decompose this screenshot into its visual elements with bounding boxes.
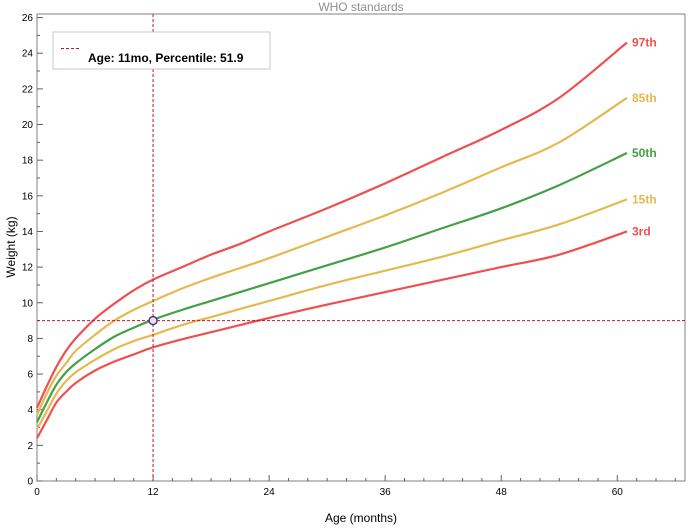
legend-label: Age: 11mo, Percentile: 51.9 — [88, 51, 244, 65]
data-point-marker — [148, 315, 158, 326]
x-axis-label: Age (months) — [325, 511, 397, 525]
series-line-3rd — [36, 230, 628, 439]
y-tick-label: 22 — [22, 84, 34, 95]
series-label-50th: 50th — [632, 146, 657, 160]
series-line-50th — [36, 152, 628, 423]
y-tick-label: 14 — [22, 227, 34, 238]
y-tick-label: 26 — [22, 13, 34, 24]
x-tick-label: 60 — [612, 487, 624, 498]
x-tick-label: 12 — [147, 487, 159, 498]
series-line-85th — [35, 96, 628, 416]
x-tick-label: 48 — [496, 487, 508, 498]
y-tick-label: 12 — [22, 263, 34, 274]
y-tick-label: 24 — [22, 49, 34, 60]
x-tick-label: 36 — [380, 487, 392, 498]
y-axis-label: Weight (kg) — [4, 216, 18, 277]
y-tick-label: 20 — [22, 120, 34, 131]
y-tick-label: 18 — [22, 156, 34, 167]
x-tick-label: 0 — [34, 487, 40, 498]
series-label-3rd: 3rd — [632, 224, 651, 238]
chart-title: WHO standards — [318, 0, 403, 14]
series-label-85th: 85th — [632, 91, 657, 105]
series-label-15th: 15th — [632, 192, 657, 206]
y-tick-label: 16 — [22, 191, 34, 202]
marker-layer — [37, 14, 685, 481]
series-line-15th — [36, 198, 628, 430]
y-tick-label: 4 — [27, 405, 33, 416]
y-tick-label: 2 — [27, 441, 33, 452]
y-tick-label: 0 — [27, 477, 33, 488]
series-layer: 97th 85th 50th 15th 3rd — [35, 36, 657, 439]
y-tick-label: 6 — [27, 370, 33, 381]
plot-area — [36, 13, 686, 482]
series-line-97th — [35, 41, 628, 409]
y-tick-label: 10 — [22, 298, 34, 309]
legend-box — [52, 31, 271, 70]
series-label-97th: 97th — [632, 36, 657, 50]
legend: Age: 11mo, Percentile: 51.9 — [52, 31, 271, 70]
y-tick-label: 8 — [27, 334, 33, 345]
x-tick-label: 24 — [264, 487, 276, 498]
